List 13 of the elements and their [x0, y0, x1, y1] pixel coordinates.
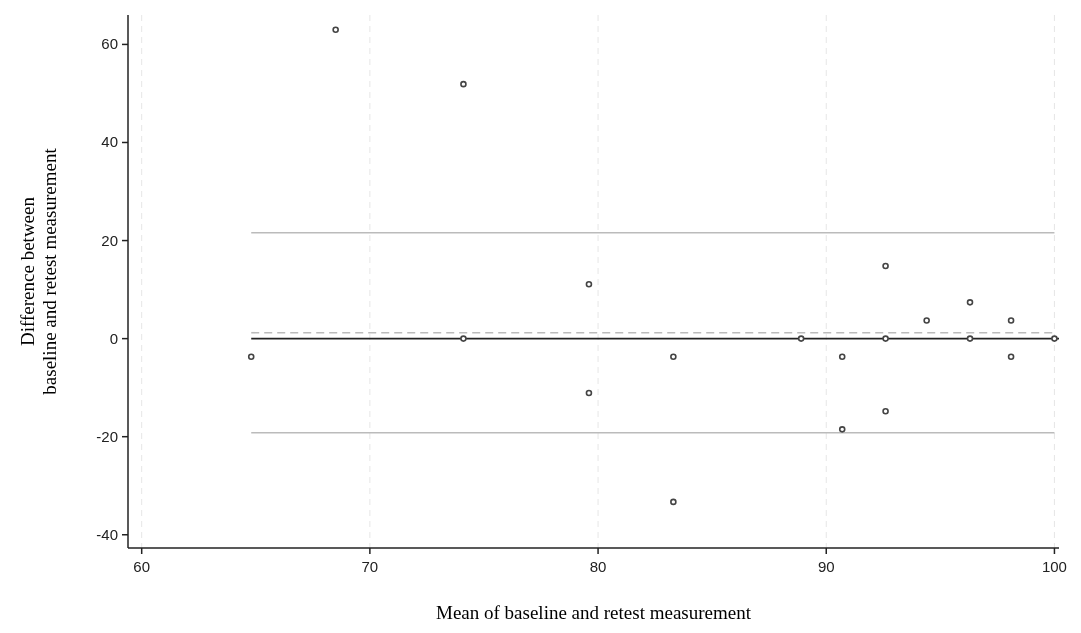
x-tick-label: 100 — [1041, 558, 1067, 575]
y-tick-label: -20 — [96, 427, 118, 445]
y-tick-label: 40 — [101, 133, 118, 151]
x-tick-label: 80 — [589, 558, 607, 575]
y-tick-label: -40 — [96, 525, 118, 543]
x-tick-label: 70 — [361, 558, 379, 575]
y-tick-label: 20 — [101, 231, 118, 249]
x-axis-title: Mean of baseline and retest measurement — [436, 602, 752, 623]
y-tick-label: 60 — [101, 35, 118, 53]
y-axis-title: Difference between baseline and retest measurement — [17, 147, 60, 395]
x-tick-label: 60 — [133, 558, 151, 575]
y-tick-label: 0 — [109, 329, 118, 347]
x-tick-label: 90 — [817, 558, 835, 575]
